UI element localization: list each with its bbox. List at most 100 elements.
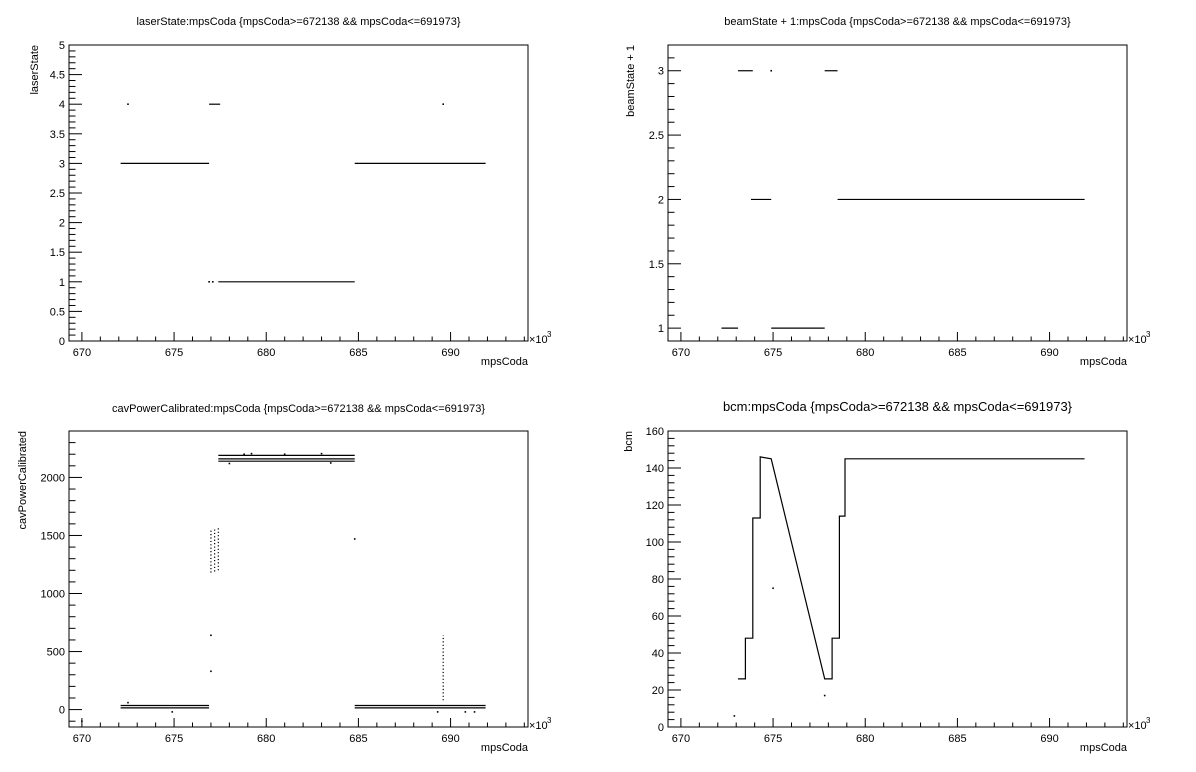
- y-tick-label: 1: [59, 277, 65, 289]
- data-point: [208, 281, 210, 283]
- x-axis-label: mpsCoda: [481, 356, 529, 368]
- x-tick-label: 680: [856, 347, 874, 359]
- x-exponent-label: ×10: [1128, 720, 1147, 732]
- x-tick-label: 680: [257, 733, 275, 745]
- y-tick-label: 0: [658, 722, 664, 734]
- x-tick-label: 675: [165, 733, 183, 745]
- y-tick-label: 60: [652, 611, 664, 623]
- y-tick-label: 2.5: [649, 130, 664, 142]
- x-tick-label: 690: [1040, 347, 1058, 359]
- x-tick-label: 675: [165, 347, 183, 359]
- y-tick-label: 2000: [41, 472, 65, 484]
- x-exponent-label: ×10: [529, 334, 548, 346]
- x-exponent-superscript: 3: [1146, 716, 1151, 725]
- y-tick-label: 3: [59, 158, 65, 170]
- data-point: [770, 69, 773, 72]
- y-tick-label: 3.5: [50, 129, 65, 141]
- y-tick-label: 1: [658, 323, 664, 335]
- x-exponent-label: ×10: [529, 720, 548, 732]
- y-tick-label: 1.5: [649, 259, 664, 271]
- y-tick-label: 20: [652, 685, 664, 697]
- x-axis-label: mpsCoda: [481, 742, 529, 754]
- y-tick-label: 2: [658, 194, 664, 206]
- data-trace: [738, 456, 1085, 680]
- x-tick-label: 690: [441, 347, 459, 359]
- chart-panel-4: bcm:mpsCoda {mpsCoda>=672138 && mpsCoda<…: [623, 399, 1151, 754]
- data-point: [228, 462, 231, 465]
- data-point: [81, 720, 83, 722]
- x-tick-label: 685: [349, 733, 367, 745]
- y-tick-label: 0: [59, 705, 65, 717]
- y-tick-label: 5: [59, 40, 65, 52]
- chart-title: cavPowerCalibrated:mpsCoda {mpsCoda>=672…: [112, 403, 485, 415]
- x-axis-label: mpsCoda: [1080, 742, 1128, 754]
- y-tick-label: 0: [59, 336, 65, 348]
- chart-panel-1: laserState:mpsCoda {mpsCoda>=672138 && m…: [29, 16, 552, 368]
- y-axis-label: laserState: [29, 45, 41, 95]
- x-tick-label: 670: [672, 347, 690, 359]
- chart-panel-2: beamState + 1:mpsCoda {mpsCoda>=672138 &…: [625, 16, 1151, 368]
- y-tick-label: 120: [646, 500, 664, 512]
- data-point: [320, 452, 323, 455]
- y-tick-label: 140: [646, 463, 664, 475]
- y-tick-label: 160: [646, 426, 664, 438]
- y-tick-label: 80: [652, 574, 664, 586]
- data-point: [211, 281, 214, 283]
- data-point: [127, 701, 129, 704]
- data-point: [283, 453, 286, 456]
- x-tick-label: 685: [349, 347, 367, 359]
- chart-title: beamState + 1:mpsCoda {mpsCoda>=672138 &…: [724, 16, 1071, 28]
- plot-frame: [68, 430, 529, 728]
- y-tick-label: 0.5: [50, 306, 65, 318]
- x-exponent-label: ×10: [1128, 334, 1147, 346]
- x-tick-label: 690: [441, 733, 459, 745]
- y-tick-label: 100: [646, 537, 664, 549]
- data-point: [436, 711, 439, 713]
- y-tick-label: 2.5: [50, 188, 65, 200]
- chart-title: bcm:mpsCoda {mpsCoda>=672138 && mpsCoda<…: [723, 399, 1073, 414]
- chart-title: laserState:mpsCoda {mpsCoda>=672138 && m…: [136, 16, 460, 28]
- x-tick-label: 685: [948, 733, 966, 745]
- data-point: [171, 711, 174, 713]
- data-point: [772, 587, 774, 590]
- y-tick-label: 1500: [41, 530, 65, 542]
- x-tick-label: 670: [672, 733, 690, 745]
- data-point: [250, 452, 253, 455]
- y-tick-label: 40: [652, 648, 664, 660]
- x-exponent-superscript: 3: [547, 330, 552, 339]
- chart-panel-3: cavPowerCalibrated:mpsCoda {mpsCoda>=672…: [17, 403, 552, 754]
- plot-frame: [667, 44, 1128, 342]
- x-exponent-superscript: 3: [547, 716, 552, 725]
- y-tick-label: 500: [47, 647, 65, 659]
- y-axis-label: beamState + 1: [625, 45, 637, 117]
- x-tick-label: 675: [764, 733, 782, 745]
- x-axis-label: mpsCoda: [1080, 356, 1128, 368]
- y-tick-label: 1000: [41, 589, 65, 601]
- x-tick-label: 670: [73, 347, 91, 359]
- data-point: [473, 711, 476, 713]
- x-tick-label: 670: [73, 733, 91, 745]
- x-tick-label: 680: [856, 733, 874, 745]
- data-point: [823, 694, 826, 697]
- data-point: [353, 538, 356, 540]
- plot-frame: [667, 430, 1128, 728]
- y-axis-label: bcm: [623, 431, 635, 452]
- data-point: [464, 711, 467, 713]
- data-point: [329, 462, 332, 464]
- x-tick-label: 675: [764, 347, 782, 359]
- data-point: [243, 453, 245, 456]
- y-tick-label: 2: [59, 218, 65, 230]
- data-point: [210, 670, 212, 673]
- y-tick-label: 1.5: [50, 247, 65, 259]
- x-exponent-superscript: 3: [1146, 330, 1151, 339]
- x-tick-label: 685: [948, 347, 966, 359]
- x-tick-label: 680: [257, 347, 275, 359]
- x-tick-label: 690: [1040, 733, 1058, 745]
- data-point: [733, 715, 736, 717]
- y-tick-label: 3: [658, 66, 664, 78]
- data-point: [127, 103, 129, 105]
- y-tick-label: 4.5: [50, 70, 65, 82]
- y-tick-label: 4: [59, 99, 65, 111]
- data-point: [442, 103, 445, 105]
